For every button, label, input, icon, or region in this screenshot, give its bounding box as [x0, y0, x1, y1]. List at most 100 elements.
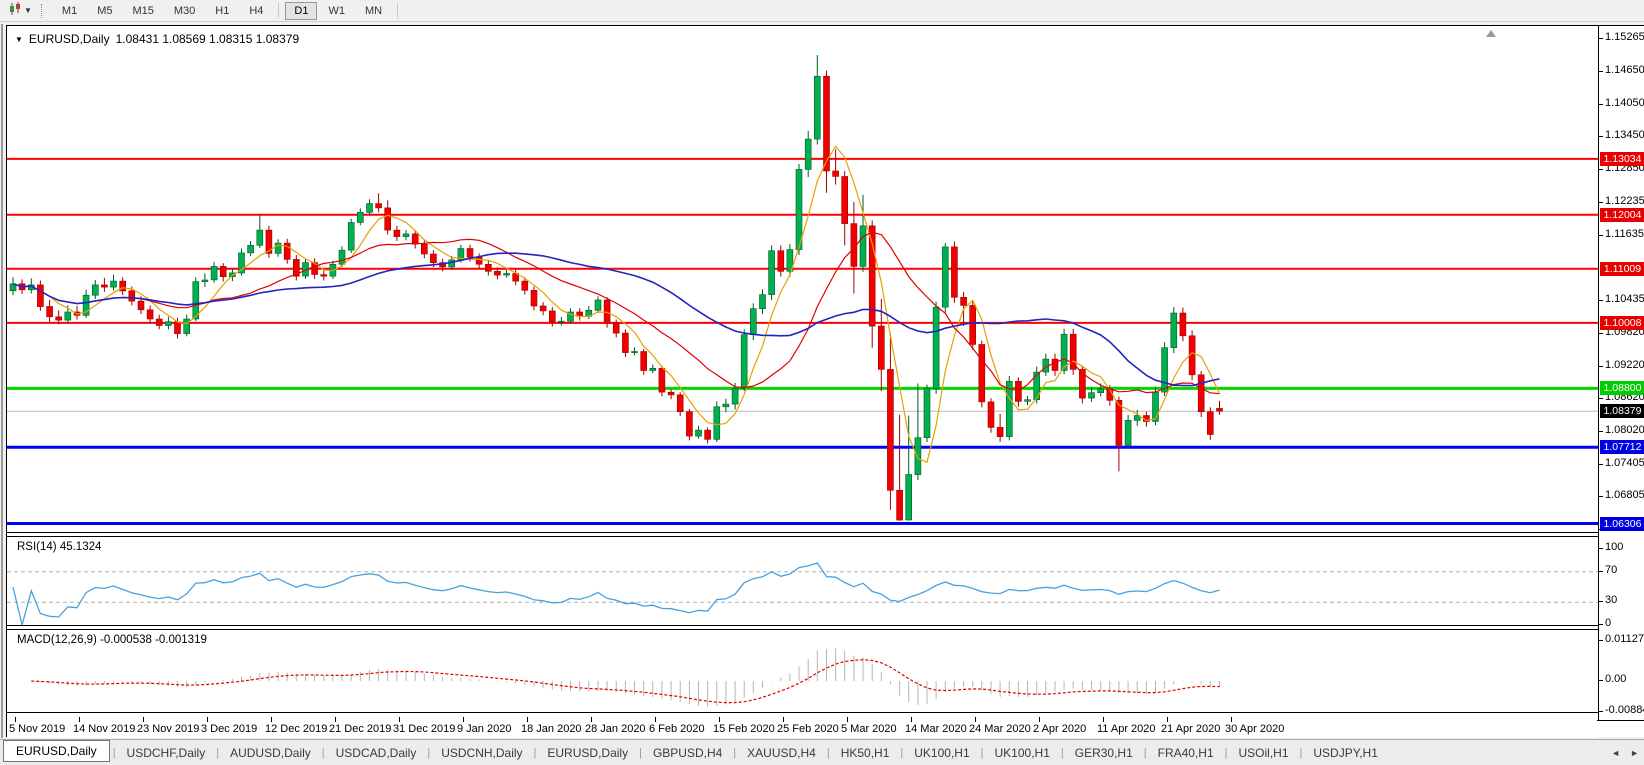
toolbar-separator [397, 3, 399, 18]
chart-tab-ger30-h1[interactable]: GER30,H1 [1074, 745, 1133, 760]
chart-tab-usdchf-daily[interactable]: USDCHF,Daily [126, 745, 206, 760]
chart-tab-audusd-daily[interactable]: AUDUSD,Daily [230, 745, 311, 760]
date-tick-label: 6 Feb 2020 [649, 723, 705, 735]
chart-tab-gbpusd-h4[interactable]: GBPUSD,H4 [652, 745, 723, 760]
date-tick-label: 5 Mar 2020 [841, 723, 897, 735]
macd-tick-label: 0.00 [1605, 673, 1627, 685]
tab-scroll-right-icon[interactable]: ► [1630, 747, 1639, 758]
date-axis[interactable]: 5 Nov 2019 14 Nov 2019 23 Nov 2019 3 Dec 20… [7, 714, 1597, 738]
macd-tick-label: -0.008845 [1605, 704, 1644, 716]
timeframe-button-d1[interactable]: D1 [285, 1, 318, 20]
chart-window: ▼ EURUSD,Daily 1.08431 1.08569 1.08315 1… [6, 25, 1644, 738]
tab-separator: | [321, 746, 325, 759]
timeframe-button-m5[interactable]: M5 [97, 4, 113, 17]
price-tick-label: 1.14050 [1605, 97, 1644, 109]
price-line-label: 1.08379 [1600, 404, 1644, 418]
price-tick-label: 1.08020 [1605, 424, 1644, 436]
price-tick-mark [1599, 38, 1603, 39]
date-tick-mark [1039, 717, 1040, 722]
chart-tab-usoil-h1[interactable]: USOil,H1 [1238, 745, 1289, 760]
timeframe-button-h4[interactable]: H4 [249, 4, 264, 17]
price-tick-label: 1.07405 [1605, 457, 1644, 469]
date-tick-mark [1231, 717, 1232, 722]
tab-scroll-left-icon[interactable]: ◄ [1611, 747, 1621, 758]
chart-tab-uk100-h1[interactable]: UK100,H1 [914, 745, 970, 760]
price-chart-canvas[interactable] [7, 26, 1598, 533]
date-tick-mark [847, 717, 848, 722]
price-tick-mark [1599, 398, 1603, 399]
timeframe-button-m30[interactable]: M30 [173, 4, 196, 17]
macd-canvas[interactable] [7, 630, 1598, 714]
date-tick-label: 9 Jan 2020 [457, 723, 512, 735]
price-tick-mark [1599, 169, 1603, 170]
price-tick-mark [1599, 235, 1603, 236]
price-tick-mark [1599, 366, 1603, 367]
timeframe-button-h1[interactable]: H1 [215, 4, 230, 17]
date-tick-mark [79, 717, 80, 722]
tab-separator: | [1060, 746, 1064, 759]
date-tick-label: 30 Apr 2020 [1225, 723, 1285, 735]
timeframe-button-m15[interactable]: M15 [132, 4, 154, 17]
date-tick-mark [527, 717, 528, 722]
date-tick-mark [271, 717, 272, 722]
price-tick-mark [1599, 496, 1603, 497]
price-tick-mark [1599, 300, 1603, 301]
chart-tab-bar: EURUSD,Daily | USDCHF,Daily | AUDUSD,Daily | U… [0, 739, 1644, 765]
chart-tabs: EURUSD,Daily | USDCHF,Daily | AUDUSD,Daily | U… [0, 740, 1388, 765]
main-chart-pane[interactable]: ▼ EURUSD,Daily 1.08431 1.08569 1.08315 1… [7, 26, 1644, 533]
rsi-pane[interactable]: RSI(14) 45.1324 [7, 536, 1644, 626]
date-tick-label: 5 Nov 2019 [9, 723, 66, 735]
price-axis[interactable]: 1.15265 1.14650 1.14050 1.13450 1.12850 1.122… [1598, 26, 1644, 720]
tab-separator: | [980, 746, 984, 759]
date-tick-mark [975, 717, 976, 722]
tab-scroll-arrows: ◄ ► [1611, 740, 1639, 765]
tab-separator: | [1143, 746, 1147, 759]
date-tick-mark [15, 717, 16, 722]
price-line-label: 1.12004 [1600, 208, 1644, 222]
collapse-triangle-icon[interactable]: ▼ [15, 34, 23, 44]
date-tick-mark [1103, 717, 1104, 722]
timeframe-button-m1[interactable]: M1 [61, 4, 78, 17]
chart-tab-fra40-h1[interactable]: FRA40,H1 [1157, 745, 1214, 760]
price-tick-mark [1599, 202, 1603, 203]
date-tick-label: 15 Feb 2020 [713, 723, 775, 735]
date-tick-label: 21 Apr 2020 [1161, 723, 1221, 735]
price-tick-mark [1599, 136, 1603, 137]
macd-pane[interactable]: MACD(12,26,9) -0.000538 -0.001319 [7, 629, 1644, 713]
chart-tab-eurusd-daily[interactable]: EURUSD,Daily [547, 745, 629, 760]
date-tick-label: 23 Nov 2019 [137, 723, 200, 735]
price-line-label: 1.13034 [1600, 152, 1644, 166]
chart-tab-xauusd-h4[interactable]: XAUUSD,H4 [747, 745, 816, 760]
date-tick-mark [463, 717, 464, 722]
timeframe-button-w1[interactable]: W1 [328, 4, 345, 17]
date-tick-label: 2 Apr 2020 [1033, 723, 1087, 735]
toolbar-grip-handle[interactable] [40, 3, 45, 18]
timeframe-button-mn[interactable]: MN [364, 4, 383, 17]
chart-tab-hk50-h1[interactable]: HK50,H1 [840, 745, 890, 760]
rsi-tick-mark [1599, 624, 1603, 625]
price-line-label: 1.11009 [1600, 262, 1644, 276]
tab-separator: | [427, 746, 431, 759]
price-tick-mark [1599, 431, 1603, 432]
date-tick-label: 14 Mar 2020 [905, 723, 967, 735]
tab-separator: | [826, 746, 830, 759]
price-line-label: 1.10008 [1600, 316, 1644, 330]
chart-tab-usdcnh-daily[interactable]: USDCNH,Daily [441, 745, 523, 760]
date-tick-label: 18 Jan 2020 [521, 723, 582, 735]
chart-tab-usdjpy-h1[interactable]: USDJPY,H1 [1313, 745, 1378, 760]
price-tick-label: 1.12235 [1605, 195, 1644, 207]
rsi-canvas[interactable] [7, 537, 1598, 627]
date-tick-mark [591, 717, 592, 722]
date-tick-label: 21 Dec 2019 [329, 723, 392, 735]
chart-switcher-button[interactable]: ▼ [4, 1, 36, 20]
rsi-tick-mark [1599, 548, 1603, 549]
date-tick-label: 11 Apr 2020 [1097, 723, 1156, 735]
candlestick-chart-icon [8, 2, 22, 19]
chart-tab-usdcad-daily[interactable]: USDCAD,Daily [335, 745, 417, 760]
date-tick-mark [143, 717, 144, 722]
timeframe-toolbar: M1 M5 M15 M30 H1 H4 D1 W1 MN [52, 1, 403, 20]
toolbar: ▼ M1 M5 M15 M30 H1 H4 D1 W1 MN [0, 0, 1644, 22]
chart-ohlc-values: 1.08431 1.08569 1.08315 1.08379 [115, 32, 300, 46]
chart-tab-uk100-h1[interactable]: UK100,H1 [994, 745, 1050, 760]
chart-tab-eurusd-daily[interactable]: EURUSD,Daily [3, 740, 110, 762]
